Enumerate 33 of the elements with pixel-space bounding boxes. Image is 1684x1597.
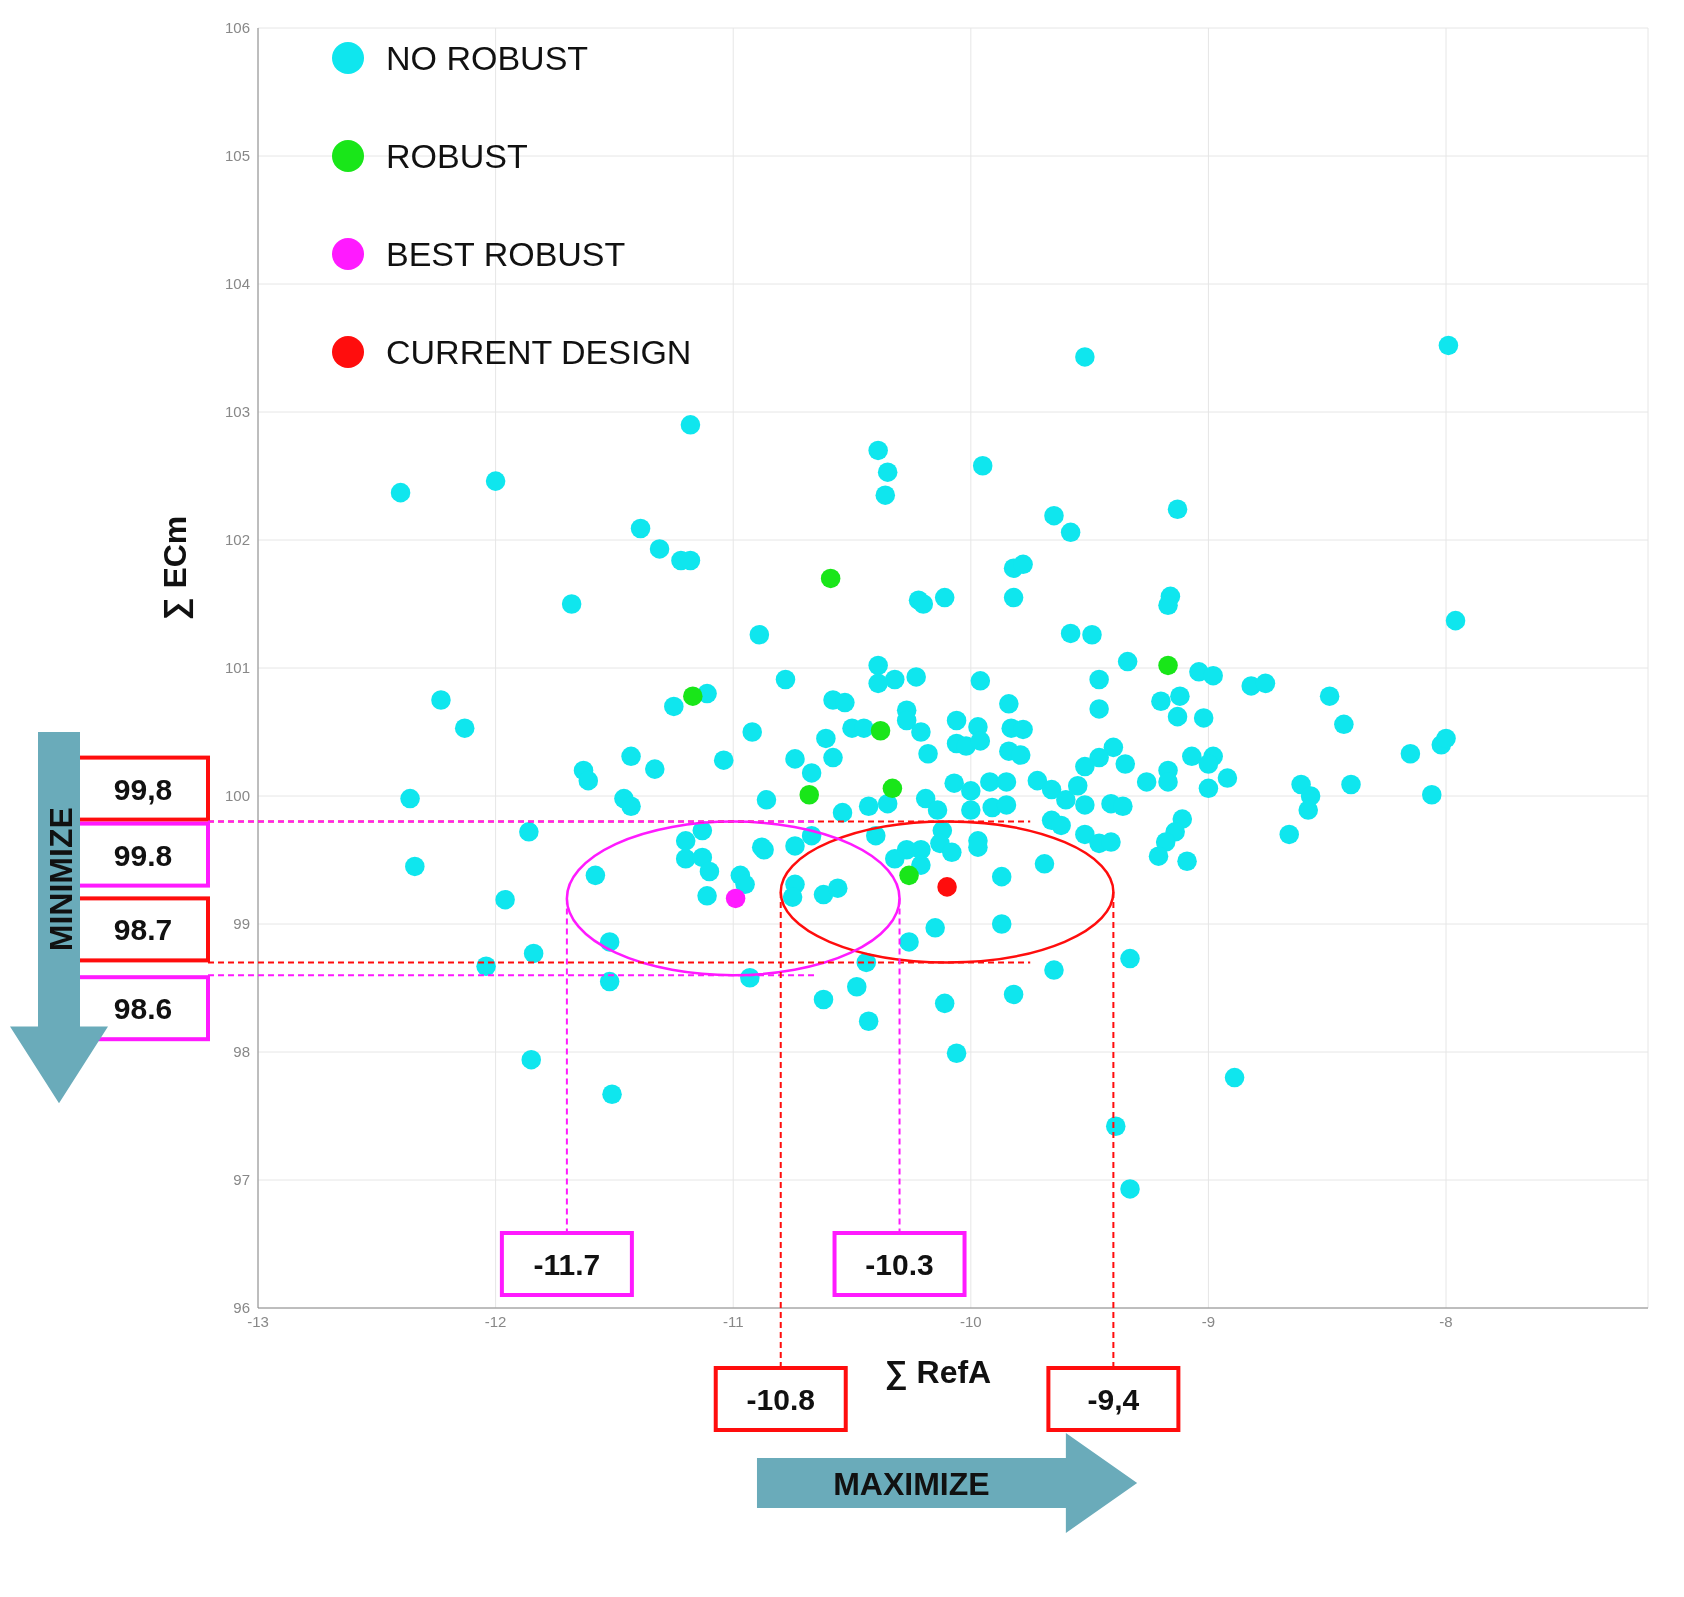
y-tick-label: 99 — [233, 915, 250, 933]
y-tick-label: 98 — [233, 1043, 250, 1061]
ref-line-label: 98.6 — [113, 992, 173, 1026]
y-axis-title: ∑ ECm — [157, 515, 194, 621]
ref-line-label: -10.3 — [865, 1248, 934, 1281]
x-tick-label: -13 — [247, 1312, 269, 1330]
ref-line-label: 99,8 — [113, 772, 173, 806]
x-tick-label: -10 — [959, 1312, 982, 1330]
x-tick-label: -11 — [722, 1312, 744, 1330]
x-axis-title: ∑ RefA — [884, 1354, 992, 1391]
y-tick-label: 104 — [224, 275, 250, 293]
y-tick-label: 100 — [224, 787, 250, 805]
ref-line-label: 98.7 — [113, 913, 173, 947]
x-tick-label: -12 — [484, 1312, 507, 1330]
y-tick-label: 97 — [233, 1171, 250, 1189]
legend-label: CURRENT DESIGN — [386, 333, 692, 371]
ref-line-label: -9,4 — [1087, 1383, 1140, 1416]
y-tick-label: 102 — [224, 531, 250, 549]
ref-line-label: 99.8 — [113, 838, 173, 872]
y-tick-label: 101 — [224, 659, 250, 677]
y-tick-label: 96 — [233, 1299, 250, 1317]
x-tick-label: -9 — [1201, 1312, 1216, 1330]
ref-line-label: -10.8 — [746, 1383, 815, 1416]
ref-line-label: -11.7 — [533, 1248, 601, 1281]
legend-label: NO ROBUST — [386, 39, 589, 77]
y-tick-label: 105 — [224, 147, 250, 165]
text: MINIMIZE — [43, 807, 79, 952]
y-tick-label: 106 — [224, 19, 250, 37]
legend-label: BEST ROBUST — [386, 235, 626, 273]
text: MAXIMIZE — [833, 1466, 990, 1502]
y-tick-label: 103 — [224, 403, 250, 421]
legend-label: ROBUST — [386, 137, 528, 175]
x-tick-label: -8 — [1439, 1312, 1453, 1330]
